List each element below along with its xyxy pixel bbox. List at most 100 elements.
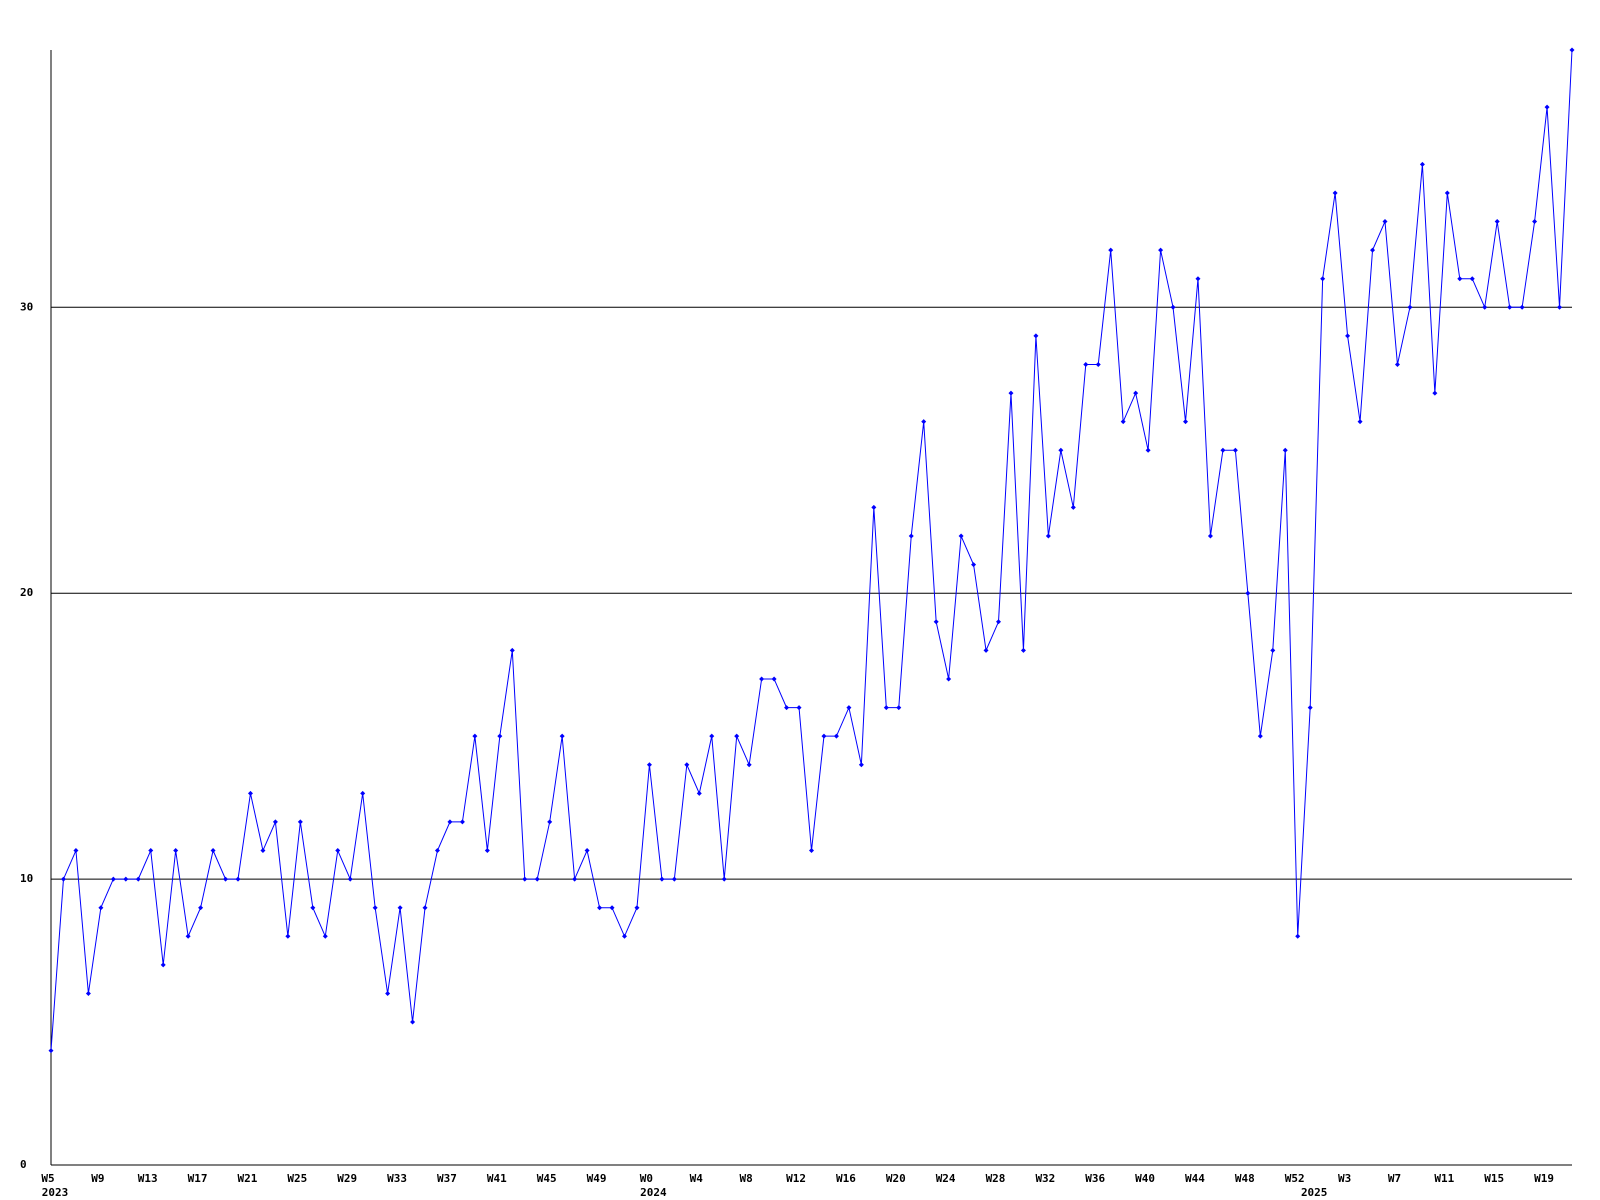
- x-tick-label: W15: [1484, 1172, 1504, 1185]
- marker: [397, 905, 403, 911]
- marker: [1482, 304, 1488, 310]
- marker: [497, 733, 503, 739]
- marker: [1170, 304, 1176, 310]
- marker: [784, 705, 790, 711]
- x-tick-label: W24: [936, 1172, 956, 1185]
- marker: [1332, 190, 1338, 196]
- marker: [472, 733, 478, 739]
- marker: [1058, 447, 1064, 453]
- x-tick-label: W44: [1185, 1172, 1205, 1185]
- marker: [173, 848, 179, 854]
- x-tick-label: W41: [487, 1172, 507, 1185]
- marker: [372, 905, 378, 911]
- marker: [1444, 190, 1450, 196]
- marker: [260, 848, 266, 854]
- marker: [858, 762, 864, 768]
- x-tick-label: W28: [986, 1172, 1006, 1185]
- x-group-label: 2023: [42, 1186, 69, 1199]
- x-tick-label: W17: [188, 1172, 208, 1185]
- marker: [721, 876, 727, 882]
- x-tick-label: W9: [91, 1172, 104, 1185]
- x-group-label: 2025: [1301, 1186, 1328, 1199]
- marker: [310, 905, 316, 911]
- marker: [1494, 219, 1500, 225]
- marker: [634, 905, 640, 911]
- x-tick-label: W40: [1135, 1172, 1155, 1185]
- x-tick-label: W19: [1534, 1172, 1554, 1185]
- marker: [1457, 276, 1463, 282]
- marker: [160, 962, 166, 968]
- marker: [833, 733, 839, 739]
- x-tick-label: W20: [886, 1172, 906, 1185]
- y-tick-label: 0: [20, 1158, 27, 1171]
- marker: [1145, 447, 1151, 453]
- marker: [933, 619, 939, 625]
- marker: [684, 762, 690, 768]
- marker: [509, 647, 515, 653]
- marker: [734, 733, 740, 739]
- marker: [921, 419, 927, 425]
- line: [50, 49, 1573, 1051]
- marker: [1507, 304, 1513, 310]
- marker: [434, 848, 440, 854]
- x-tick-label: W45: [537, 1172, 557, 1185]
- x-tick-label: W7: [1388, 1172, 1401, 1185]
- x-tick-label: W25: [287, 1172, 307, 1185]
- marker: [247, 790, 253, 796]
- y-tick-label: 30: [20, 300, 33, 313]
- marker: [1432, 390, 1438, 396]
- marker: [297, 819, 303, 825]
- marker: [60, 876, 66, 882]
- marker: [796, 705, 802, 711]
- marker: [1245, 590, 1251, 596]
- marker: [671, 876, 677, 882]
- marker: [1020, 647, 1026, 653]
- marker: [522, 876, 528, 882]
- marker: [996, 619, 1002, 625]
- marker: [896, 705, 902, 711]
- marker: [123, 876, 129, 882]
- marker: [422, 905, 428, 911]
- marker: [1419, 161, 1425, 167]
- marker: [285, 933, 291, 939]
- x-tick-label: W13: [138, 1172, 158, 1185]
- marker: [946, 676, 952, 682]
- y-tick-label: 10: [20, 872, 33, 885]
- marker: [547, 819, 553, 825]
- marker: [198, 905, 204, 911]
- marker: [335, 848, 341, 854]
- marker: [809, 848, 814, 854]
- marker: [1569, 47, 1575, 53]
- marker: [597, 905, 603, 911]
- marker: [1195, 276, 1201, 282]
- marker: [534, 876, 540, 882]
- marker: [1133, 390, 1139, 396]
- y-tick-label: 20: [20, 586, 33, 599]
- marker: [1033, 333, 1039, 339]
- marker: [958, 533, 964, 539]
- marker: [360, 790, 366, 796]
- x-tick-label: W37: [437, 1172, 457, 1185]
- marker: [135, 876, 141, 882]
- marker: [148, 848, 154, 854]
- marker: [883, 705, 889, 711]
- marker: [1469, 276, 1475, 282]
- marker: [1158, 247, 1164, 253]
- x-tick-label: W48: [1235, 1172, 1255, 1185]
- marker: [559, 733, 565, 739]
- marker: [85, 990, 91, 996]
- marker: [410, 1019, 416, 1025]
- x-tick-label: W29: [337, 1172, 357, 1185]
- x-tick-label: W0: [640, 1172, 653, 1185]
- x-tick-label: W32: [1035, 1172, 1055, 1185]
- marker: [272, 819, 278, 825]
- marker: [1557, 304, 1563, 310]
- marker: [459, 819, 465, 825]
- marker: [1108, 247, 1114, 253]
- marker: [584, 848, 590, 854]
- marker: [235, 876, 241, 882]
- marker: [1232, 447, 1238, 453]
- marker: [908, 533, 914, 539]
